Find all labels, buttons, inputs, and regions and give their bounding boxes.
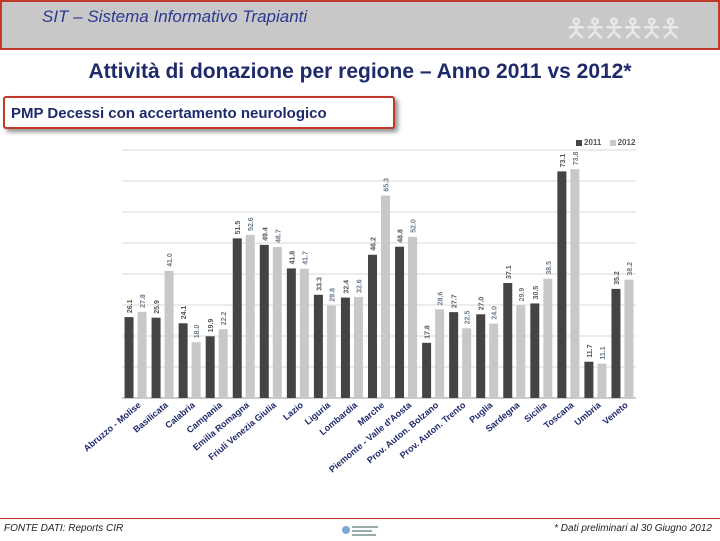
header-bar: SIT – Sistema Informativo Trapianti 🯅🯅🯅🯅…	[0, 0, 720, 50]
value-label-2012-15: 38.5	[546, 261, 553, 275]
value-label-2012-9: 65.3	[384, 178, 391, 192]
category-label-18: Veneto	[601, 400, 630, 427]
value-label-2012-1: 41.0	[167, 253, 174, 267]
value-label-2011-2: 24.1	[181, 306, 188, 320]
bar-2012-18	[624, 279, 634, 398]
value-label-2011-9: 46.2	[371, 237, 378, 251]
bar-2011-3	[205, 336, 215, 398]
value-label-2012-17: 11.1	[600, 346, 607, 359]
page-title: Attività di donazione per regione – Anno…	[88, 60, 632, 83]
value-label-2011-4: 51.5	[235, 221, 242, 235]
bar-2011-5	[259, 244, 269, 398]
bar-2012-12	[462, 328, 472, 398]
cnt-logo-icon	[342, 526, 378, 536]
bar-2011-0	[124, 317, 134, 398]
bar-2012-16	[570, 169, 580, 398]
bar-2011-9	[368, 254, 377, 398]
value-label-2011-6: 41.8	[289, 251, 296, 265]
value-label-2011-10: 48.8	[398, 229, 405, 243]
legend-label-2012: 2012	[617, 138, 636, 148]
category-label-17: Umbria	[573, 399, 604, 427]
bar-2012-13	[489, 323, 499, 398]
bar-2012-9	[381, 195, 390, 398]
chart-legend: 2011 2012	[570, 138, 635, 147]
bar-2012-5	[272, 247, 282, 398]
value-label-2011-14: 37.1	[506, 265, 513, 279]
footer-bar: FONTE DATI: Reports CIR * Dati prelimina…	[0, 518, 720, 541]
bar-2012-17	[597, 363, 607, 398]
value-label-2012-11: 28.6	[438, 292, 445, 306]
bar-2011-11	[422, 342, 432, 398]
bar-2011-14	[503, 282, 513, 398]
value-label-2011-17: 11.7	[587, 344, 594, 357]
subtitle-box: PMP Decessi con accertamento neurologico	[3, 96, 395, 129]
value-label-2011-18: 35.2	[614, 271, 621, 285]
bar-2011-4	[232, 238, 242, 398]
legend-label-2011: 2011	[584, 138, 602, 148]
value-label-2012-4: 52.6	[248, 217, 255, 231]
value-label-2011-5: 49.4	[262, 227, 269, 241]
bar-2011-6	[286, 268, 296, 398]
value-label-2012-7: 29.8	[329, 288, 336, 302]
value-label-2011-12: 27.7	[452, 294, 459, 308]
bar-2012-1	[164, 270, 174, 398]
value-label-2011-13: 27.0	[479, 297, 486, 311]
bar-2011-10	[395, 246, 405, 398]
value-label-2011-11: 17.8	[425, 325, 432, 339]
value-label-2012-2: 18.0	[194, 324, 201, 338]
bar-2012-6	[299, 268, 309, 398]
bar-2012-15	[543, 278, 553, 398]
bar-2012-8	[353, 296, 363, 398]
bar-2011-8	[340, 297, 350, 398]
value-label-2011-0: 26.1	[127, 299, 134, 313]
category-label-16: Toscana	[542, 399, 577, 430]
value-label-2012-5: 48.7	[275, 229, 282, 243]
value-label-2012-6: 41.7	[302, 251, 309, 265]
value-label-2011-7: 33.3	[316, 277, 323, 291]
value-label-2012-12: 22.5	[465, 311, 472, 325]
value-label-2012-13: 24.0	[492, 306, 499, 320]
value-label-2011-3: 19.9	[208, 319, 215, 333]
people-chain-icon: 🯅🯅🯅🯅🯅🯅	[564, 13, 682, 43]
source-note: FONTE DATI: Reports CIR	[4, 523, 124, 534]
bar-2012-0	[137, 311, 147, 398]
bar-2011-16	[557, 171, 567, 398]
bar-2011-1	[151, 317, 161, 398]
bar-2012-2	[191, 342, 201, 398]
value-label-2012-3: 22.2	[221, 311, 228, 325]
bar-2011-2	[178, 323, 188, 398]
value-label-2012-10: 52.0	[411, 219, 418, 233]
value-label-2011-1: 25.9	[154, 300, 161, 314]
bar-2011-7	[313, 294, 323, 398]
value-label-2011-16: 73.1	[560, 154, 567, 168]
value-label-2012-18: 38.2	[627, 262, 634, 276]
bar-2012-4	[245, 234, 255, 398]
value-label-2012-8: 32.6	[356, 279, 363, 293]
bar-2011-13	[476, 314, 486, 398]
header-title: SIT – Sistema Informativo Trapianti	[42, 7, 308, 26]
value-label-2012-14: 29.9	[519, 288, 526, 302]
value-label-2012-0: 27.8	[140, 294, 147, 308]
value-label-2011-8: 32.4	[343, 280, 350, 294]
bar-2012-14	[516, 305, 526, 398]
bar-2011-12	[449, 312, 459, 398]
bar-2011-18	[611, 288, 621, 398]
bar-2012-3	[218, 329, 228, 398]
value-label-2011-15: 30.5	[533, 286, 540, 300]
bar-2011-15	[530, 303, 540, 398]
bar-2011-17	[584, 361, 594, 398]
chart-subtitle: PMP Decessi con accertamento neurologico	[11, 105, 327, 122]
legend-swatch-2011	[576, 139, 582, 146]
bar-2012-7	[326, 305, 336, 398]
preliminary-note: * Dati preliminari al 30 Giugno 2012	[554, 523, 712, 534]
bar-2012-11	[435, 309, 445, 398]
value-label-2012-16: 73.8	[573, 151, 580, 165]
legend-swatch-2012	[609, 139, 616, 146]
bar-2012-10	[408, 236, 418, 398]
